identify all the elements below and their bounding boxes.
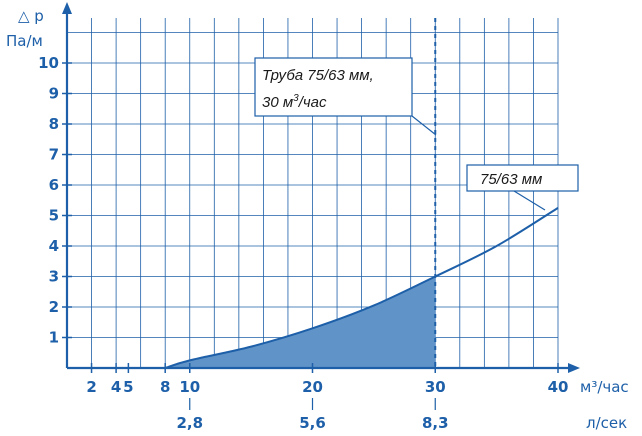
pipe-annotation: Труба 75/63 мм, 30 м3/час — [254, 57, 437, 136]
y-tick-label: 9 — [49, 85, 59, 103]
x-tick-label: 8 — [160, 378, 170, 396]
x-tick-label: 30 — [425, 378, 446, 396]
y-tick-label: 4 — [49, 237, 59, 255]
y-axis-unit: Па/м — [6, 32, 43, 50]
x-tick-label: 40 — [548, 378, 569, 396]
y-tick-label: 10 — [38, 54, 59, 72]
y-tick-label: 1 — [49, 329, 59, 347]
x-tick-label: 10 — [179, 378, 200, 396]
y-axis-title: △ р — [18, 7, 44, 25]
x-axis-secondary-unit: л/сек — [586, 414, 627, 432]
x-secondary-tick-label: 8,3 — [422, 414, 449, 432]
curve-label-text: 75/63 мм — [480, 171, 542, 188]
x-axis-unit: м³/час — [580, 378, 629, 396]
x-axis-arrow — [568, 363, 580, 373]
x-tick-label: 20 — [302, 378, 323, 396]
x-tick-label: 2 — [86, 378, 96, 396]
x-tick-label: 5 — [123, 378, 133, 396]
pipe-annotation-line1: Труба 75/63 мм, — [262, 67, 374, 84]
y-tick-labels: 1 2 3 4 5 6 7 8 9 10 — [38, 54, 72, 347]
pipe-annotation-line2: 30 м3/час — [262, 93, 327, 111]
curve-label: 75/63 мм — [466, 164, 579, 211]
y-tick-label: 5 — [49, 207, 59, 225]
x-tick-labels: 2 4 5 8 10 20 30 40 — [86, 363, 568, 396]
y-tick-label: 2 — [49, 298, 59, 316]
y-axis-arrow — [62, 2, 72, 14]
shaded-area — [165, 276, 436, 368]
pipe-annotation-box — [254, 57, 413, 117]
x-secondary-tick-label: 2,8 — [176, 414, 203, 432]
series-line-75-63 — [164, 207, 559, 369]
x-secondary-tick-label: 5,6 — [299, 414, 326, 432]
x-secondary-tick-labels: 2,8 5,6 8,3 — [176, 398, 449, 432]
y-tick-label: 6 — [49, 176, 59, 194]
y-tick-label: 3 — [49, 268, 59, 286]
x-tick-label: 4 — [111, 378, 121, 396]
pipe-annotation-leader — [411, 115, 437, 136]
curve-label-box — [466, 164, 579, 192]
curve-label-leader — [513, 190, 546, 211]
y-tick-label: 7 — [49, 146, 59, 164]
y-tick-label: 8 — [49, 115, 59, 133]
